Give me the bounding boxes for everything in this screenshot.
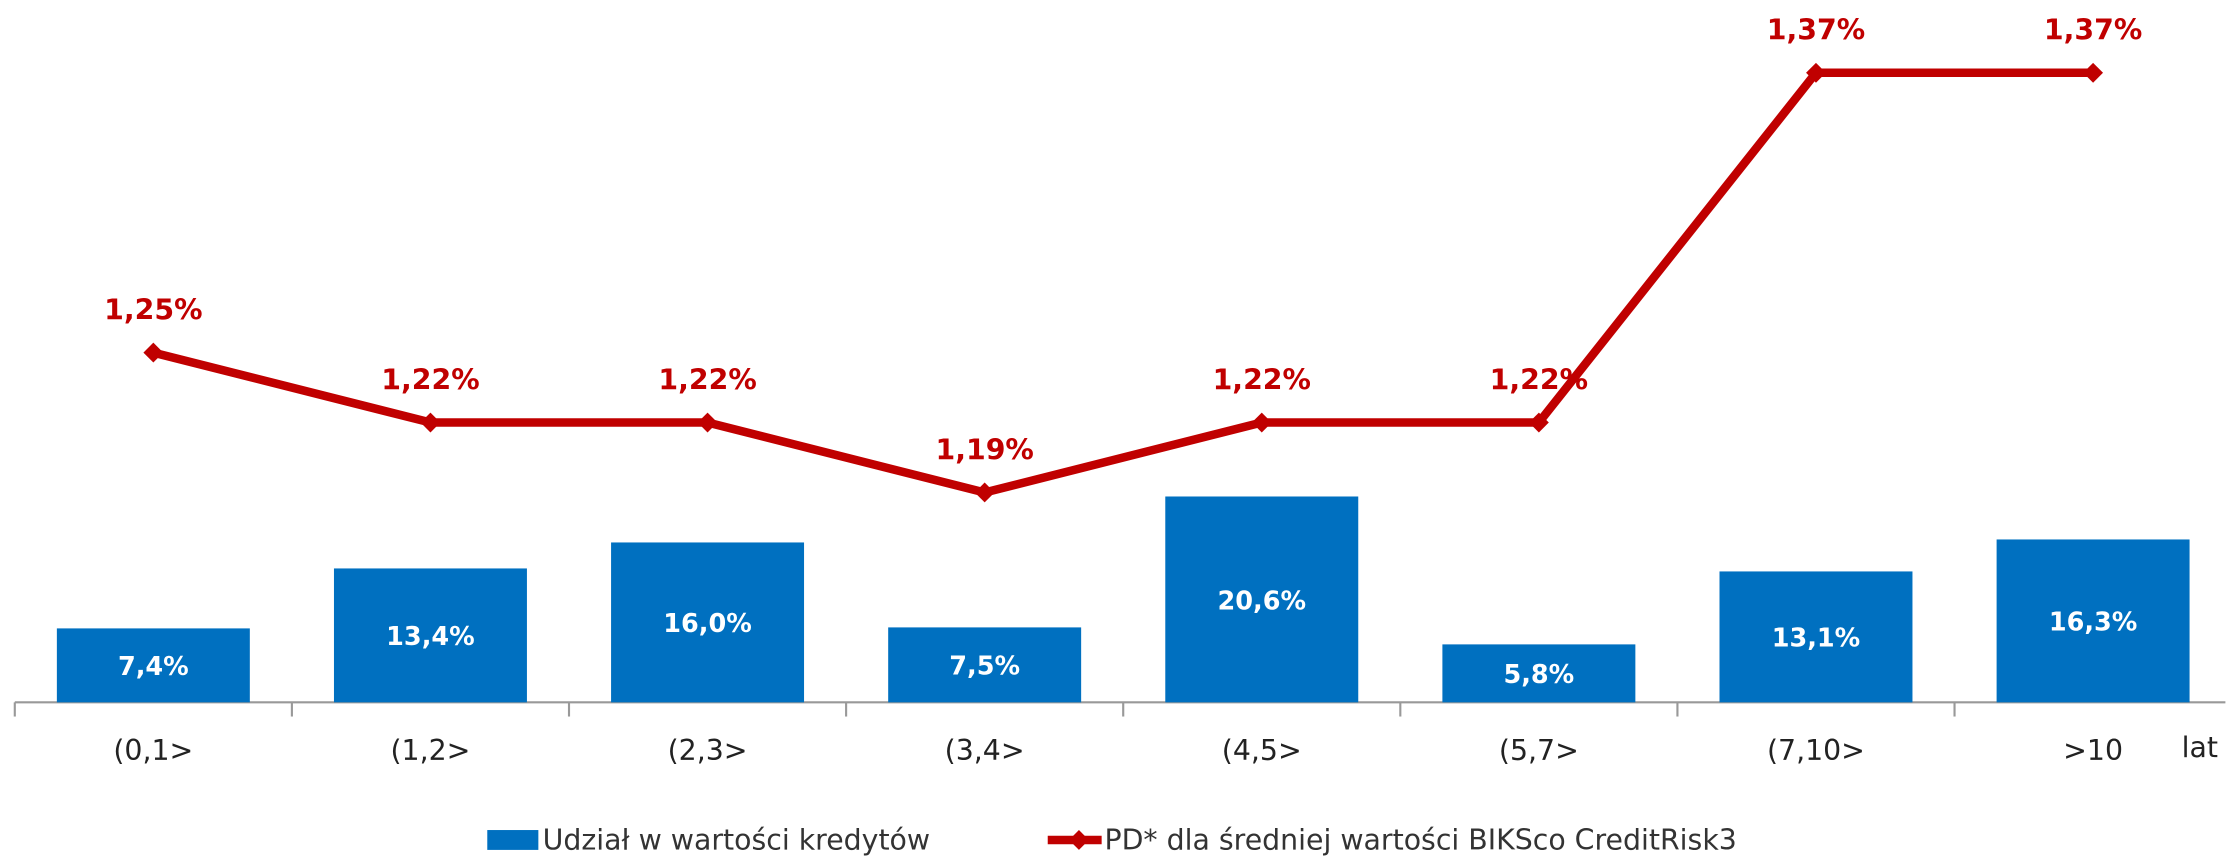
line-marker: [2083, 62, 2104, 83]
bar: [888, 627, 1082, 703]
legend-label: PD* dla średniej wartości BIKSco CreditR…: [1104, 823, 1736, 856]
bar: [333, 568, 527, 703]
x-tick-label: >10: [2063, 734, 2123, 767]
line-marker: [420, 412, 441, 433]
bar: [1442, 644, 1636, 703]
bar: [611, 542, 805, 703]
bar-value-label: 16,3%: [2049, 608, 2138, 638]
bar-value-label: 5,8%: [1503, 660, 1574, 690]
line: [152, 68, 2094, 497]
line-value-label: 1,22%: [658, 363, 756, 396]
bar-value-label: 13,4%: [386, 622, 475, 652]
line-value-label: 1,22%: [381, 363, 479, 396]
bar-value-label: 16,0%: [663, 609, 752, 639]
x-tick-label: (5,7>: [1499, 734, 1579, 767]
bar: [1165, 496, 1359, 703]
line-value-label: 1,25%: [104, 293, 202, 326]
line-marker: [1806, 62, 1826, 83]
line-value-label: 1,37%: [1767, 14, 1865, 47]
bar: [56, 628, 250, 703]
line-marker: [974, 482, 995, 503]
bar: [1996, 539, 2190, 703]
x-tick-label: (4,5>: [1222, 734, 1302, 767]
bar-value-label: 20,6%: [1218, 586, 1307, 616]
line-value-label: 1,37%: [2044, 14, 2142, 47]
bar-value-label: 7,5%: [949, 652, 1020, 682]
line-marker: [1528, 412, 1549, 433]
legend-label: Udział w wartości kredytów: [543, 823, 931, 856]
legend-swatch: [487, 830, 539, 850]
bar-value-label: 13,1%: [1772, 624, 1861, 654]
line-value-label: 1,19%: [935, 433, 1033, 466]
x-tick-label: (0,1>: [113, 734, 193, 767]
line-marker: [1251, 412, 1272, 433]
line-value-label: 1,22%: [1490, 363, 1588, 396]
x-tick-label: (3,4>: [945, 734, 1025, 767]
bar-value-label: 7,4%: [118, 652, 189, 682]
line-value-label: 1,22%: [1213, 363, 1311, 396]
legend-marker: [1069, 830, 1089, 850]
x-tick-label: (1,2>: [390, 734, 470, 767]
x-tick-label: (7,10>: [1767, 734, 1865, 767]
bar: [1719, 571, 1913, 703]
line-marker: [143, 342, 164, 363]
x-tick-label: (2,3>: [668, 734, 748, 767]
line-marker: [697, 412, 718, 433]
x-axis-label: lat: [2182, 731, 2218, 764]
